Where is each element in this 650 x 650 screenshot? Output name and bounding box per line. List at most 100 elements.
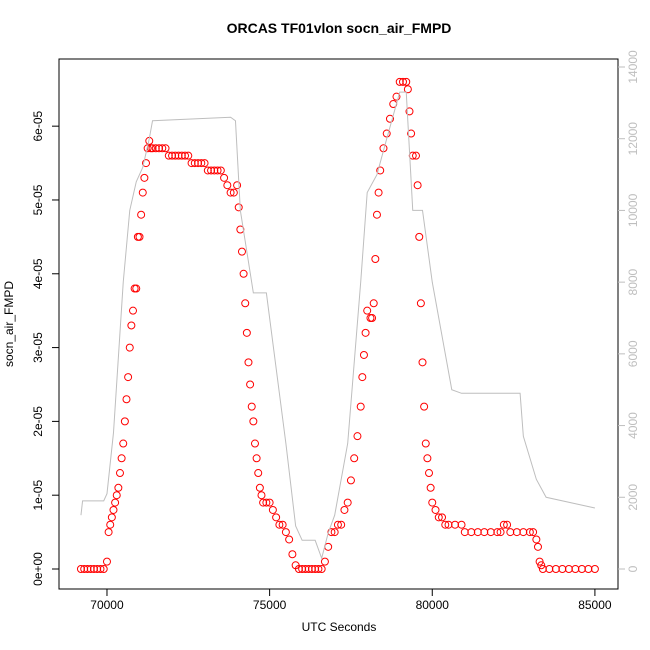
y-axis-label: socn_air_FMPD: [2, 281, 16, 367]
data-point: [320, 557, 329, 566]
data-line: [80, 91, 596, 560]
data-point: [337, 520, 346, 529]
data-point: [535, 557, 544, 566]
data-point: [272, 513, 281, 522]
y2-tick-label: 10000: [626, 193, 640, 227]
data-point: [493, 528, 502, 537]
data-point: [428, 498, 437, 507]
y-tick-label: 2e-05: [31, 406, 45, 437]
data-point: [213, 166, 222, 175]
data-point: [371, 255, 380, 264]
data-point: [262, 498, 271, 507]
data-point: [135, 232, 144, 241]
data-point: [350, 454, 359, 463]
data-point: [374, 188, 383, 197]
data-point: [158, 144, 167, 153]
data-point: [426, 483, 435, 492]
data-point: [239, 269, 248, 278]
data-point: [246, 380, 255, 389]
data-point: [457, 520, 466, 529]
data-point: [398, 77, 407, 86]
data-point: [571, 564, 580, 573]
data-point: [229, 188, 238, 197]
data-point: [119, 439, 128, 448]
data-point: [564, 564, 573, 573]
y2-tick-label: 8000: [626, 268, 640, 295]
data-point: [137, 210, 146, 219]
data-point: [340, 505, 349, 514]
data-point: [532, 535, 541, 544]
data-point: [431, 505, 440, 514]
data-point: [480, 528, 489, 537]
data-point: [434, 513, 443, 522]
data-point: [223, 181, 232, 190]
data-point: [473, 528, 482, 537]
y2-tick-label: 2000: [626, 484, 640, 511]
data-point: [418, 358, 427, 367]
data-point: [161, 144, 170, 153]
data-point: [330, 528, 339, 537]
x-axis-label: UTC Seconds: [302, 620, 377, 634]
x-tick-label: 75000: [253, 598, 287, 612]
plot-frame: [58, 58, 619, 590]
data-point: [99, 564, 108, 573]
y-tick-label: 1e-05: [31, 480, 45, 511]
y2-tick-label: 4000: [626, 412, 640, 439]
data-point: [314, 564, 323, 573]
data-point: [496, 528, 505, 537]
data-point: [353, 432, 362, 441]
y2-tick-label: 6000: [626, 340, 640, 367]
data-point: [257, 491, 266, 500]
data-point: [403, 85, 412, 94]
data-point: [278, 520, 287, 529]
data-point: [138, 188, 147, 197]
data-point: [244, 358, 253, 367]
data-point: [358, 373, 367, 382]
data-point: [242, 328, 251, 337]
data-point: [558, 564, 567, 573]
data-point: [200, 159, 209, 168]
y2-tick-label: 14000: [626, 50, 640, 84]
data-point: [545, 564, 554, 573]
y-tick-label: 5e-05: [31, 184, 45, 215]
data-point: [333, 520, 342, 529]
data-point: [233, 181, 242, 190]
data-point: [127, 321, 136, 330]
y-tick-label: 0e+00: [31, 552, 45, 586]
data-point: [184, 151, 193, 160]
data-point: [343, 498, 352, 507]
data-point: [124, 373, 133, 382]
data-point: [451, 520, 460, 529]
data-point: [226, 188, 235, 197]
data-point: [220, 173, 229, 182]
data-point: [415, 232, 424, 241]
data-point: [533, 542, 542, 551]
data-point: [369, 299, 378, 308]
data-point: [107, 513, 116, 522]
data-point: [133, 232, 142, 241]
data-point: [285, 535, 294, 544]
x-tick-label: 80000: [416, 598, 450, 612]
data-point: [577, 564, 586, 573]
data-point: [254, 469, 263, 478]
data-point: [416, 299, 425, 308]
data-point: [237, 247, 246, 256]
data-point: [423, 454, 432, 463]
data-point: [327, 528, 336, 537]
data-point: [106, 520, 115, 529]
data-point: [405, 107, 414, 116]
data-point: [117, 454, 126, 463]
data-point: [96, 564, 105, 573]
data-point: [506, 528, 515, 537]
data-point: [551, 564, 560, 573]
data-point: [247, 402, 256, 411]
data-point: [250, 439, 259, 448]
y-tick-label: 6e-05: [31, 110, 45, 141]
y-tick-label: 3e-05: [31, 332, 45, 363]
data-point: [537, 561, 546, 570]
y2-tick-label: 0: [626, 565, 640, 572]
data-point: [460, 528, 469, 537]
data-point: [402, 77, 411, 86]
data-point: [181, 151, 190, 160]
data-point: [512, 528, 521, 537]
